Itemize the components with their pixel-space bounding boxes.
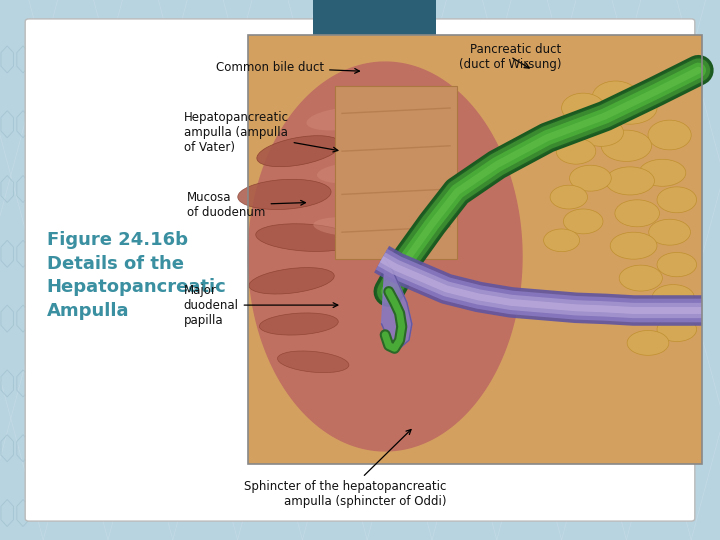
Ellipse shape	[564, 209, 603, 234]
Ellipse shape	[249, 268, 334, 294]
Ellipse shape	[238, 179, 331, 210]
Polygon shape	[382, 259, 412, 348]
FancyBboxPatch shape	[25, 19, 695, 521]
Ellipse shape	[657, 253, 696, 276]
Ellipse shape	[570, 165, 611, 191]
Text: Common bile duct: Common bile duct	[216, 61, 359, 74]
Ellipse shape	[313, 217, 385, 237]
Ellipse shape	[277, 351, 349, 373]
Ellipse shape	[317, 162, 396, 184]
Ellipse shape	[593, 81, 639, 113]
Ellipse shape	[544, 229, 580, 252]
Ellipse shape	[615, 200, 660, 227]
Ellipse shape	[623, 298, 666, 323]
Bar	[248, 35, 702, 464]
Ellipse shape	[257, 136, 341, 167]
Ellipse shape	[603, 92, 657, 124]
Text: Figure 24.16b
Details of the
Hepatopancreatic
Ampulla: Figure 24.16b Details of the Hepatopancr…	[47, 231, 227, 320]
Ellipse shape	[606, 167, 654, 195]
Ellipse shape	[652, 285, 694, 309]
Ellipse shape	[579, 118, 624, 146]
Ellipse shape	[550, 185, 588, 209]
Ellipse shape	[619, 265, 662, 291]
Ellipse shape	[256, 224, 356, 252]
Bar	[335, 86, 457, 259]
Text: Sphincter of the hepatopancreatic
ampulla (sphincter of Oddi): Sphincter of the hepatopancreatic ampull…	[244, 429, 446, 508]
Ellipse shape	[639, 159, 686, 186]
Ellipse shape	[611, 232, 657, 259]
Polygon shape	[248, 62, 522, 451]
Text: Major
duodenal
papilla: Major duodenal papilla	[184, 284, 338, 327]
Ellipse shape	[601, 130, 652, 161]
Ellipse shape	[657, 187, 696, 213]
Ellipse shape	[557, 138, 596, 164]
Ellipse shape	[307, 107, 377, 131]
Ellipse shape	[649, 219, 690, 245]
Bar	[248, 35, 702, 464]
Ellipse shape	[627, 330, 669, 355]
Text: Pancreatic duct
(duct of Wirsung): Pancreatic duct (duct of Wirsung)	[459, 43, 562, 71]
Ellipse shape	[259, 313, 338, 335]
Ellipse shape	[562, 93, 605, 123]
Ellipse shape	[657, 317, 696, 342]
Bar	[313, 0, 436, 40]
Text: Hepatopancreatic
ampulla (ampulla
of Vater): Hepatopancreatic ampulla (ampulla of Vat…	[184, 111, 338, 154]
Text: Mucosa
of duodenum: Mucosa of duodenum	[187, 191, 305, 219]
Ellipse shape	[648, 120, 691, 150]
